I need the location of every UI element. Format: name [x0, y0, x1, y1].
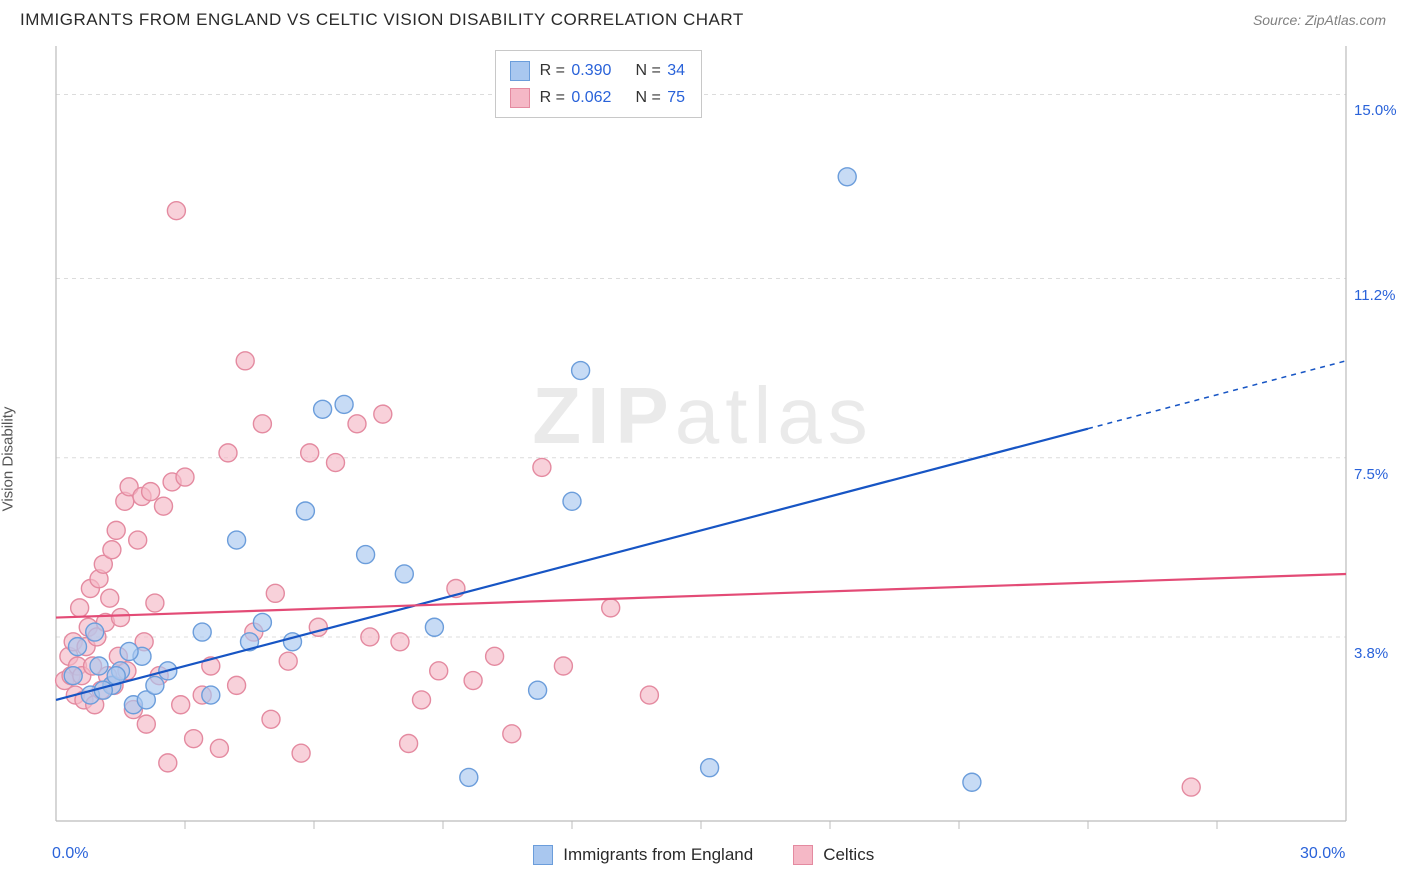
- source-credit: Source: ZipAtlas.com: [1253, 12, 1386, 28]
- legend-swatch: [510, 61, 530, 81]
- legend-swatch: [510, 88, 530, 108]
- scatter-chart-svg: [0, 36, 1406, 881]
- x-axis-min-label: 0.0%: [52, 845, 88, 863]
- legend-swatch: [793, 845, 813, 865]
- y-tick-label: 7.5%: [1354, 466, 1388, 483]
- legend-swatch: [533, 845, 553, 865]
- legend-correlation-box: R = 0.390 N = 34 R = 0.062 N = 75: [495, 50, 702, 118]
- legend-series-label: Celtics: [823, 845, 874, 865]
- legend-series-item: Immigrants from England: [533, 845, 753, 865]
- legend-correlation-row: R = 0.062 N = 75: [510, 84, 687, 111]
- legend-r-label: R = 0.062: [540, 84, 614, 111]
- legend-series-item: Celtics: [793, 845, 874, 865]
- y-tick-label: 11.2%: [1354, 287, 1395, 304]
- title-bar: IMMIGRANTS FROM ENGLAND VS CELTIC VISION…: [0, 0, 1406, 36]
- y-tick-label: 15.0%: [1354, 102, 1397, 119]
- legend-n-label: N = 34: [635, 57, 687, 84]
- source-prefix: Source:: [1253, 12, 1305, 28]
- legend-series-label: Immigrants from England: [563, 845, 753, 865]
- x-axis-max-label: 30.0%: [1300, 845, 1345, 863]
- y-tick-label: 3.8%: [1354, 645, 1388, 662]
- chart-title: IMMIGRANTS FROM ENGLAND VS CELTIC VISION…: [20, 10, 744, 30]
- legend-n-label: N = 75: [635, 84, 687, 111]
- y-axis-label: Vision Disability: [0, 406, 17, 511]
- chart-area: Vision Disability ZIPatlas R = 0.390N = …: [0, 36, 1406, 881]
- legend-r-label: R = 0.390: [540, 57, 614, 84]
- legend-series: Immigrants from England Celtics: [533, 845, 874, 865]
- legend-correlation-row: R = 0.390 N = 34: [510, 57, 687, 84]
- source-name: ZipAtlas.com: [1305, 12, 1386, 28]
